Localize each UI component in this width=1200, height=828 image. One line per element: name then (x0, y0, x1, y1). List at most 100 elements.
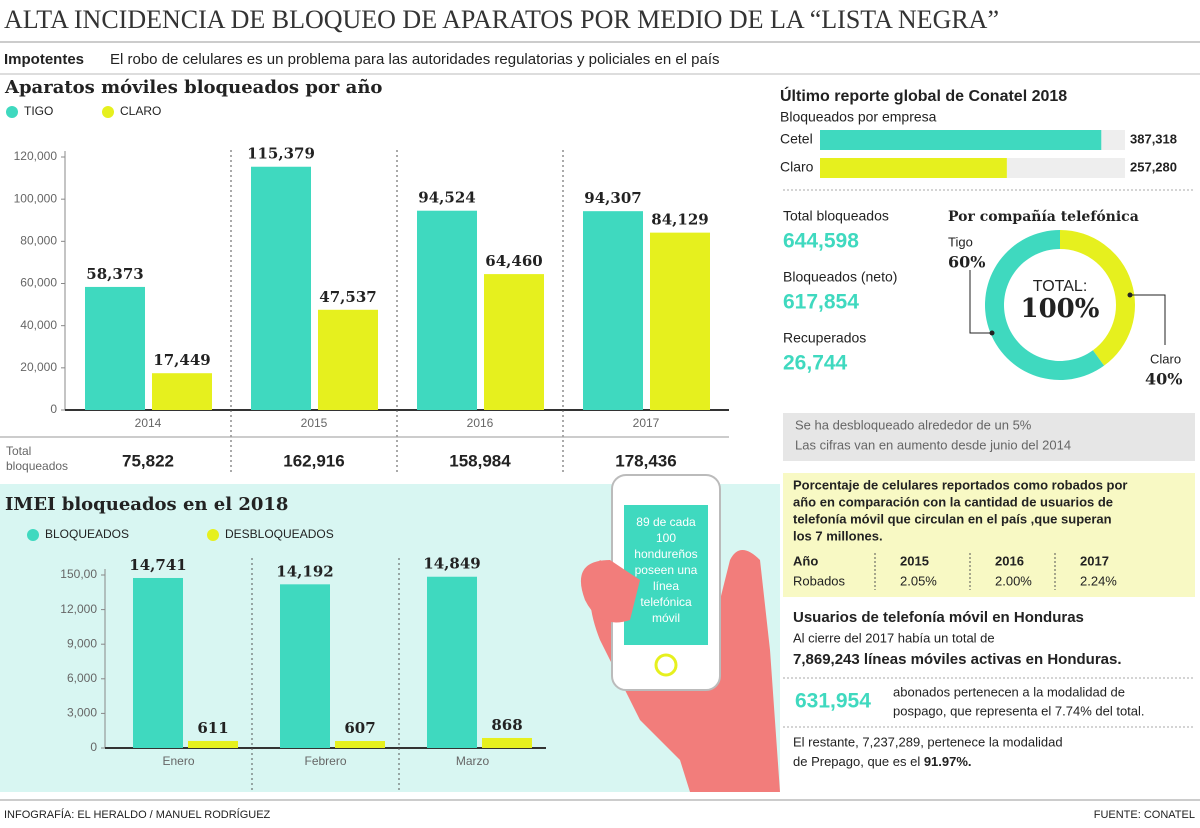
kicker: Impotentes (4, 51, 84, 68)
phone-illustration (580, 474, 780, 792)
stat-value: 631,954 (795, 690, 871, 713)
table-cell: Año (793, 553, 818, 568)
value-label: 14,849 (423, 555, 480, 573)
y-tick-label: 40,000 (20, 318, 57, 332)
bar (280, 584, 330, 748)
value-label: 84,129 (651, 211, 708, 229)
y-tick-label: 100,000 (14, 191, 58, 205)
table-cell: 2.00% (995, 573, 1032, 588)
chart-title: Por compañía telefónica (948, 208, 1139, 225)
robados-title: los 7 millones. (793, 528, 883, 543)
y-tick-label: 80,000 (20, 234, 57, 248)
x-tick-label: 2014 (135, 416, 162, 430)
bar (335, 740, 385, 748)
bar (417, 210, 477, 410)
bar (427, 576, 477, 748)
subtitle: El robo de celulares es un problema para… (110, 51, 720, 68)
paragraph: El restante, 7,237,289, pertenece la mod… (793, 734, 1063, 749)
bar (484, 274, 544, 410)
phone-screen (624, 505, 708, 645)
segment-label: Claro (1150, 351, 1181, 366)
bar (85, 286, 145, 410)
x-tick-label: Enero (162, 754, 194, 768)
total-value: 178,436 (615, 451, 676, 470)
legend-swatch (27, 529, 39, 541)
value-label: 868 (491, 716, 522, 734)
category-label: Claro (780, 159, 814, 175)
note: Se ha desbloqueado alrededor de un 5% (795, 417, 1032, 432)
bar (188, 740, 238, 748)
paragraph: pospago, que representa el 7.74% del tot… (893, 703, 1145, 718)
value-label: 47,537 (319, 288, 376, 306)
robados-title: telefonía móvil que circulan en el país … (793, 511, 1112, 526)
phone-text: hondureños (634, 547, 697, 561)
y-tick-label: 12,000 (60, 602, 97, 616)
table-cell: 2015 (900, 553, 929, 568)
y-tick-label: 120,000 (14, 149, 58, 163)
bar (482, 737, 532, 748)
value-label: 94,524 (418, 189, 475, 207)
stat-label: Total bloqueados (783, 208, 889, 224)
x-tick-label: 2016 (467, 416, 494, 430)
credit: INFOGRAFÍA: EL HERALDO / MANUEL RODRÍGUE… (4, 808, 271, 821)
bar (820, 130, 1102, 150)
donut-segment (1060, 230, 1135, 366)
segment-value: 60% (948, 253, 985, 272)
x-tick-label: Febrero (304, 754, 346, 768)
legend-swatch (6, 106, 18, 118)
stat-value: 26,744 (783, 352, 848, 375)
y-tick-label: 6,000 (67, 671, 97, 685)
value-label: 257,280 (1130, 159, 1177, 174)
bar (133, 577, 183, 748)
phone-text: 89 de cada (636, 515, 696, 529)
connector-dot (1127, 292, 1133, 298)
x-tick-label: 2015 (301, 416, 328, 430)
legend-label: BLOQUEADOS (45, 527, 129, 541)
source: FUENTE: CONATEL (1094, 809, 1195, 821)
robados-title: año en comparación con la cantidad de us… (793, 494, 1113, 509)
legend-label: TIGO (24, 104, 53, 118)
total-value: 158,984 (449, 451, 511, 470)
table-cell: 2.24% (1080, 573, 1117, 588)
total-value: 162,916 (283, 451, 344, 470)
x-tick-label: Marzo (456, 754, 490, 768)
bar (152, 373, 212, 410)
paragraph: abonados pertenecen a la modalidad de (893, 684, 1125, 699)
segment-value: 40% (1145, 370, 1182, 389)
chart-title: Aparatos móviles bloqueados por año (4, 77, 382, 98)
stat-label: Bloqueados (neto) (783, 269, 897, 285)
y-tick-label: 150,00 (60, 567, 97, 581)
connector-dot (989, 330, 995, 336)
y-tick-label: 9,000 (67, 636, 97, 650)
legend-swatch (207, 529, 219, 541)
table-cell: 2.05% (900, 573, 937, 588)
value-label: 607 (344, 719, 375, 737)
segment-label: Tigo (948, 234, 973, 249)
table-cell: 2016 (995, 553, 1024, 568)
legend-swatch (102, 106, 114, 118)
stat-value: 644,598 (783, 230, 859, 253)
connector (969, 270, 992, 334)
bar (583, 211, 643, 410)
note-box (783, 413, 1195, 461)
bar (318, 309, 378, 410)
section-title: Usuarios de telefonía móvil en Honduras (793, 609, 1084, 626)
x-tick-label: 2017 (633, 416, 660, 430)
chart-subtitle: Bloqueados por empresa (780, 109, 937, 125)
totals-label: Total (6, 444, 31, 458)
chart-title: Último reporte global de Conatel 2018 (780, 86, 1067, 105)
phone-text: móvil (652, 611, 680, 625)
paragraph-part: de Prepago, que es el (793, 754, 924, 769)
note: Las cifras van en aumento desde junio de… (795, 437, 1071, 452)
thumb (580, 560, 640, 623)
stat-label: Recuperados (783, 330, 866, 346)
value-label: 14,192 (276, 562, 333, 580)
value-label: 94,307 (584, 189, 641, 207)
center-value: 100% (1021, 294, 1100, 324)
page-title: ALTA INCIDENCIA DE BLOQUEO DE APARATOS P… (4, 5, 999, 34)
paragraph-bold: 91.97%. (924, 754, 972, 769)
bar (650, 232, 710, 410)
center-label: TOTAL: (1033, 278, 1088, 295)
table-cell: 2017 (1080, 553, 1109, 568)
